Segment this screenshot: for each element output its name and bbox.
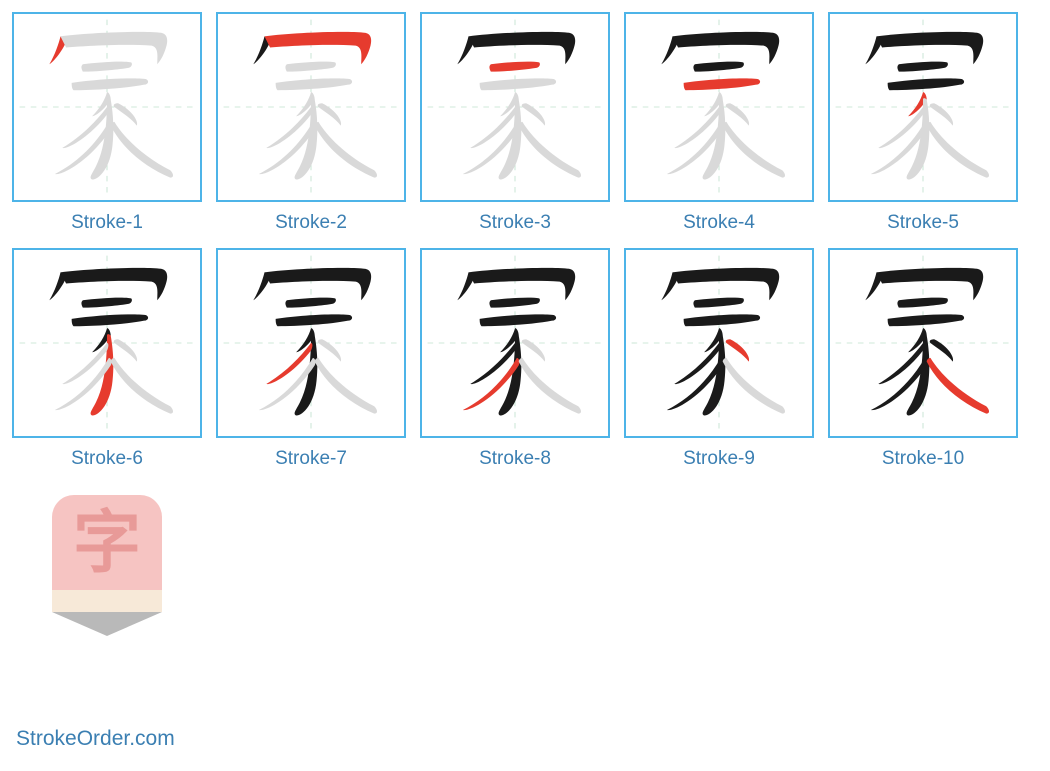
stroke-tile-4 [624,12,814,202]
stroke-tile-9 [624,248,814,438]
stroke-10 [111,358,173,414]
stroke-caption-3: Stroke-3 [479,212,551,234]
stroke-10 [315,122,377,178]
character-svg [218,14,404,200]
stroke-3 [81,62,131,72]
stroke-3 [693,298,743,308]
stroke-10 [723,358,785,414]
stroke-tile-2 [216,12,406,202]
stroke-2 [469,32,576,64]
stroke-cell-7: Stroke-7 [216,248,406,470]
character-svg [218,250,404,436]
character-svg [626,14,812,200]
stroke-4 [72,314,148,326]
stroke-tile-10 [828,248,1018,438]
stroke-7 [878,343,924,384]
stroke-7 [266,343,312,384]
stroke-tile-3 [420,12,610,202]
stroke-tile-6 [12,248,202,438]
character-svg [830,14,1016,200]
character-svg [626,250,812,436]
character-svg [830,250,1016,436]
brand-text: StrokeOrder.com [16,727,175,751]
stroke-4 [276,314,352,326]
stroke-cell-3: Stroke-3 [420,12,610,234]
stroke-caption-6: Stroke-6 [71,448,143,470]
stroke-7 [470,343,516,384]
stroke-3 [81,298,131,308]
stroke-4 [480,78,556,90]
stroke-cell-10: Stroke-10 [828,248,1018,470]
character-svg [422,14,608,200]
stroke-3 [285,62,335,72]
stroke-caption-7: Stroke-7 [275,448,347,470]
logo-top: 字 [52,495,162,590]
stroke-10 [723,122,785,178]
logo-cell: 字 [12,470,202,660]
stroke-grid: Stroke-1 Stroke-2 Stroke-3 [12,12,1042,470]
logo-mid [52,590,162,612]
character-svg [14,14,200,200]
stroke-3 [897,298,947,308]
stroke-7 [470,107,516,148]
stroke-4 [888,314,964,326]
stroke-4 [888,78,964,90]
stroke-4 [684,78,760,90]
stroke-3 [897,62,947,72]
stroke-7 [674,107,720,148]
stroke-10 [315,358,377,414]
stroke-3 [285,298,335,308]
stroke-4 [684,314,760,326]
stroke-4 [276,78,352,90]
character-svg [422,250,608,436]
stroke-7 [266,107,312,148]
stroke-caption-8: Stroke-8 [479,448,551,470]
stroke-2 [61,32,168,64]
stroke-4 [72,78,148,90]
stroke-2 [469,268,576,300]
stroke-2 [61,268,168,300]
site-logo: 字 [52,495,162,635]
stroke-7 [62,343,108,384]
stroke-2 [673,32,780,64]
stroke-10 [927,122,989,178]
stroke-3 [489,62,539,72]
stroke-10 [519,358,581,414]
stroke-cell-6: Stroke-6 [12,248,202,470]
stroke-10 [519,122,581,178]
stroke-caption-4: Stroke-4 [683,212,755,234]
stroke-caption-2: Stroke-2 [275,212,347,234]
stroke-tile-5 [828,12,1018,202]
stroke-2 [265,32,372,64]
logo-cell-wrapper: 字 [12,470,202,660]
stroke-3 [693,62,743,72]
stroke-cell-1: Stroke-1 [12,12,202,234]
logo-pencil-tip [52,612,162,636]
stroke-caption-9: Stroke-9 [683,448,755,470]
stroke-caption-5: Stroke-5 [887,212,959,234]
stroke-7 [674,343,720,384]
stroke-2 [877,32,984,64]
stroke-3 [489,298,539,308]
character-svg [14,250,200,436]
stroke-7 [62,107,108,148]
stroke-tile-1 [12,12,202,202]
stroke-2 [265,268,372,300]
stroke-cell-8: Stroke-8 [420,248,610,470]
stroke-caption-10: Stroke-10 [882,448,964,470]
stroke-cell-2: Stroke-2 [216,12,406,234]
stroke-caption-1: Stroke-1 [71,212,143,234]
stroke-4 [480,314,556,326]
stroke-cell-5: Stroke-5 [828,12,1018,234]
stroke-cell-4: Stroke-4 [624,12,814,234]
stroke-10 [927,358,989,414]
stroke-tile-7 [216,248,406,438]
stroke-tile-8 [420,248,610,438]
stroke-cell-9: Stroke-9 [624,248,814,470]
logo-character: 字 [73,509,141,577]
stroke-2 [877,268,984,300]
stroke-2 [673,268,780,300]
stroke-10 [111,122,173,178]
stroke-7 [878,107,924,148]
